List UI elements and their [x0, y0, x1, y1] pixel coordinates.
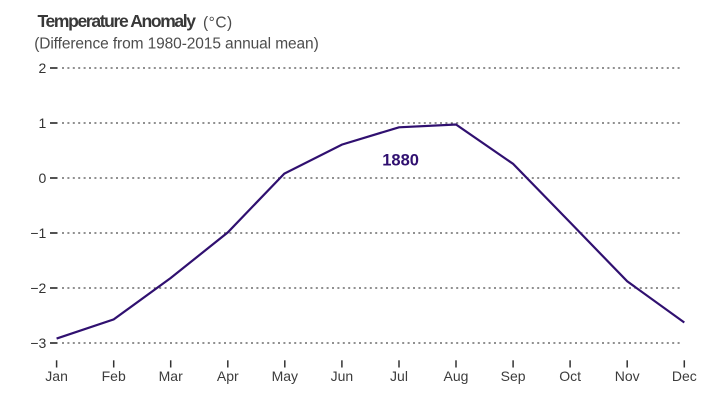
- svg-text:Nov: Nov: [615, 368, 640, 384]
- svg-text:Aug: Aug: [444, 368, 469, 384]
- svg-text:Jan: Jan: [45, 368, 68, 384]
- svg-text:Dec: Dec: [672, 368, 697, 384]
- svg-text:Oct: Oct: [559, 368, 581, 384]
- svg-text:1: 1: [39, 115, 47, 131]
- svg-text:May: May: [272, 368, 298, 384]
- svg-text:−1: −1: [30, 225, 46, 241]
- svg-text:Feb: Feb: [102, 368, 126, 384]
- svg-text:Mar: Mar: [159, 368, 183, 384]
- svg-text:2: 2: [39, 60, 47, 76]
- svg-text:Sep: Sep: [501, 368, 526, 384]
- svg-text:1880: 1880: [382, 152, 419, 170]
- svg-text:−3: −3: [30, 335, 46, 351]
- svg-text:(°C): (°C): [203, 15, 233, 32]
- svg-text:(Difference from 1980-2015 ann: (Difference from 1980-2015 annual mean): [34, 35, 318, 52]
- svg-text:Apr: Apr: [217, 368, 239, 384]
- svg-text:−2: −2: [30, 280, 46, 296]
- svg-text:Temperature Anomaly: Temperature Anomaly: [38, 11, 197, 31]
- svg-text:Jul: Jul: [390, 368, 408, 384]
- svg-text:Jun: Jun: [331, 368, 354, 384]
- svg-text:0: 0: [39, 170, 47, 186]
